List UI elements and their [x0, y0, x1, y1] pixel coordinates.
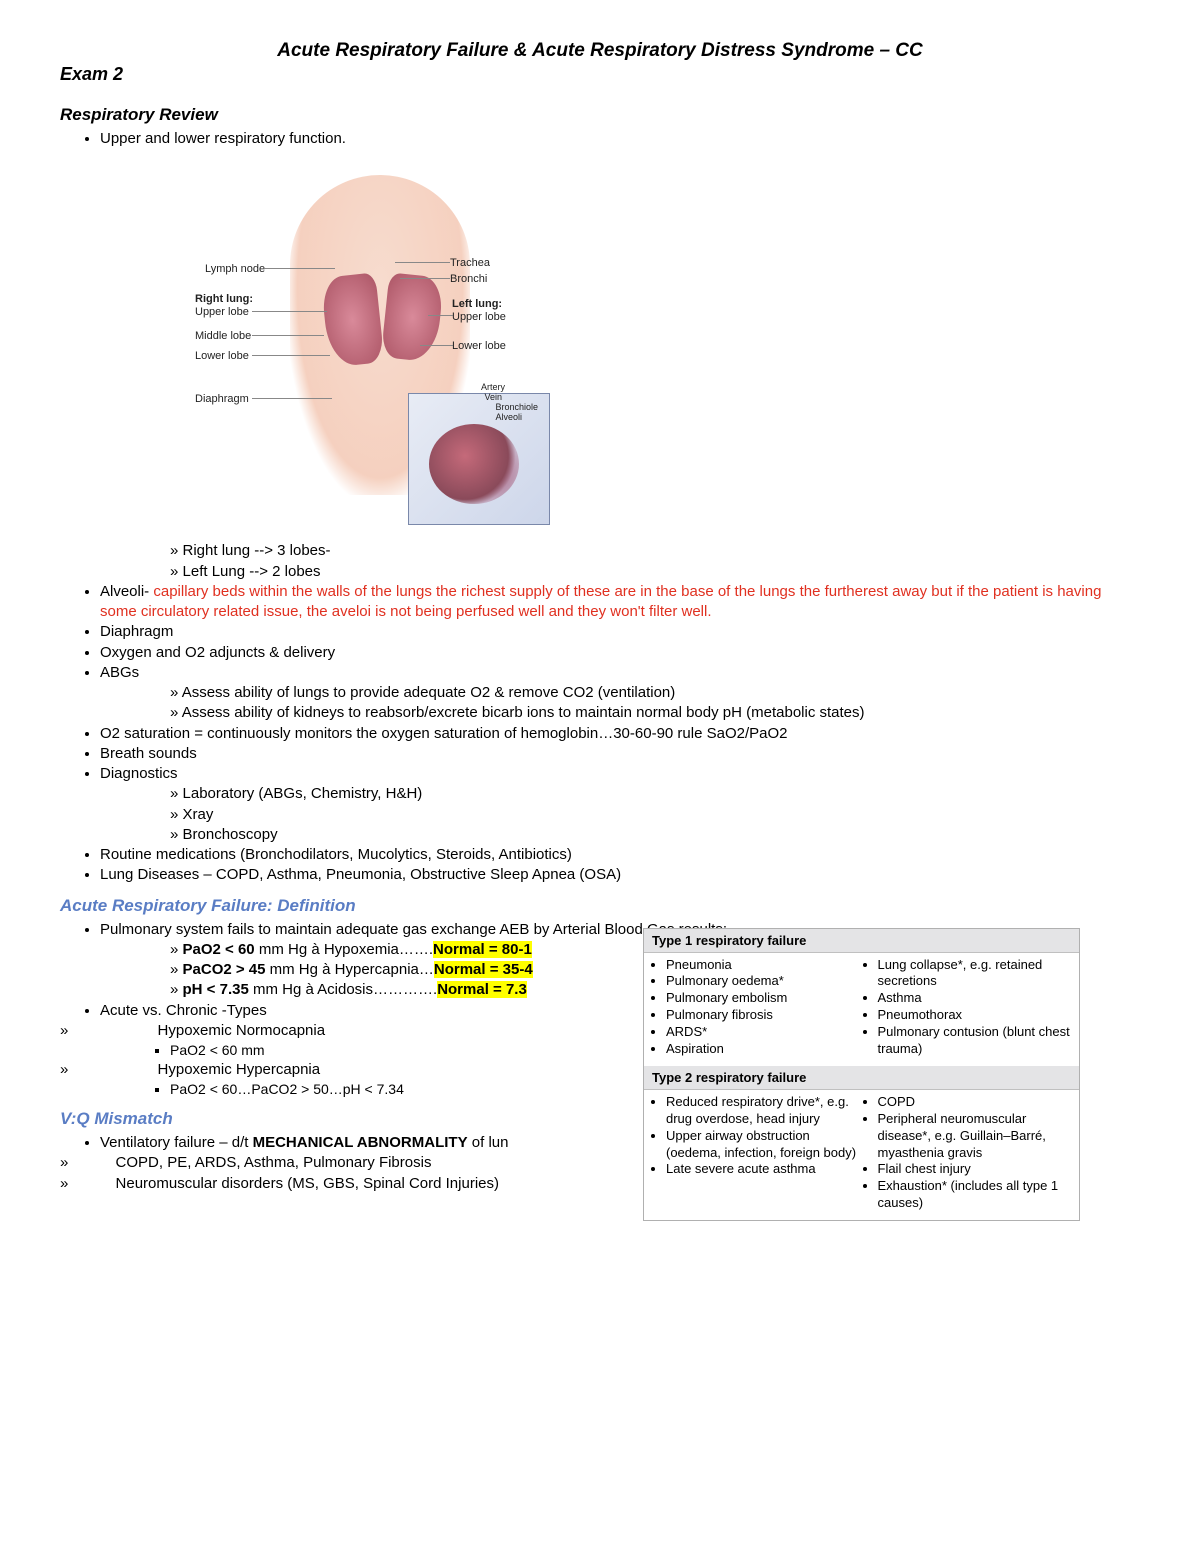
table-cell: Pulmonary fibrosis — [666, 1007, 862, 1024]
table-cell: Lung collapse*, e.g. retained secretions — [878, 957, 1074, 991]
section-resp-review: Respiratory Review — [60, 105, 1140, 125]
table-cell: Pulmonary oedema* — [666, 973, 862, 990]
sub-bullet: Xray — [170, 805, 1140, 825]
table-cell: Flail chest injury — [878, 1161, 1074, 1178]
sub-bullet: PaO2 < 60 mm Hg à Hypoxemia…….Normal = 8… — [170, 940, 700, 960]
table-cell: ARDS* — [666, 1024, 862, 1041]
fig-label: Left lung: — [452, 298, 502, 310]
table-cell: Pulmonary embolism — [666, 990, 862, 1007]
table-header: Type 2 respiratory failure — [644, 1066, 1079, 1090]
sub-bullet: PaCO2 > 45 mm Hg à Hypercapnia…Normal = … — [170, 960, 700, 980]
section-vq: V:Q Mismatch — [60, 1109, 700, 1129]
sub-sub-bullet: PaO2 < 60 mm — [170, 1041, 700, 1060]
exam-label: Exam 2 — [60, 64, 1140, 85]
table-cell: Peripheral neuromuscular disease*, e.g. … — [878, 1111, 1074, 1162]
doc-title: Acute Respiratory Failure & Acute Respir… — [60, 40, 1140, 62]
table-cell: Reduced respiratory drive*, e.g. drug ov… — [666, 1094, 862, 1128]
bullet: O2 saturation = continuously monitors th… — [100, 724, 1140, 744]
fig-label: Lower lobe — [195, 350, 249, 362]
sub-bullet: Assess ability of kidneys to reabsorb/ex… — [170, 703, 1140, 723]
bullet: Alveoli- capillary beds within the walls… — [100, 582, 1140, 623]
sub-bullet: Bronchoscopy — [170, 825, 1140, 845]
table-cell: Pneumonia — [666, 957, 862, 974]
sub-bullet: Left Lung --> 2 lobes — [170, 562, 1140, 582]
sub-bullet: Neuromuscular disorders (MS, GBS, Spinal… — [60, 1174, 700, 1194]
bullet: Acute vs. Chronic -Types — [100, 1001, 700, 1021]
fig-label: Trachea — [450, 257, 490, 269]
fig-label: Diaphragm — [195, 393, 249, 405]
bullet: Upper and lower respiratory function. — [100, 129, 1140, 149]
bullet: Breath sounds — [100, 744, 1140, 764]
bullet: Oxygen and O2 adjuncts & delivery — [100, 643, 1140, 663]
sub-bullet: Hypoxemic Hypercapnia — [60, 1060, 700, 1080]
sub-bullet: Hypoxemic Normocapnia — [60, 1021, 700, 1041]
bullet: ABGs — [100, 663, 1140, 683]
table-cell: Exhaustion* (includes all type 1 causes) — [878, 1178, 1074, 1212]
table-cell: Pneumothorax — [878, 1007, 1074, 1024]
fig-label: Alveoli — [495, 413, 522, 423]
fig-label: Right lung: — [195, 293, 253, 305]
sub-bullet: COPD, PE, ARDS, Asthma, Pulmonary Fibros… — [60, 1153, 700, 1173]
sub-bullet: Assess ability of lungs to provide adequ… — [170, 683, 1140, 703]
bullet: Diaphragm — [100, 622, 1140, 642]
fig-label: Lymph node — [205, 263, 265, 275]
sub-bullet: Laboratory (ABGs, Chemistry, H&H) — [170, 784, 1140, 804]
fig-label: Middle lobe — [195, 330, 251, 342]
sub-bullet: pH < 7.35 mm Hg à Acidosis………….Normal = … — [170, 980, 700, 1000]
anatomy-figure: Lymph node Trachea Bronchi Right lung: U… — [160, 155, 560, 535]
sub-bullet: Right lung --> 3 lobes- — [170, 541, 1140, 561]
table-cell: Asthma — [878, 990, 1074, 1007]
table-cell: Pulmonary contusion (blunt chest trauma) — [878, 1024, 1074, 1058]
bullet: Ventilatory failure – d/t MECHANICAL ABN… — [100, 1133, 700, 1153]
bullet: Diagnostics — [100, 764, 1140, 784]
section-arf-def: Acute Respiratory Failure: Definition — [60, 896, 1140, 916]
fig-label: Upper lobe — [452, 311, 506, 323]
table-cell: Late severe acute asthma — [666, 1161, 862, 1178]
sub-sub-bullet: PaO2 < 60…PaCO2 > 50…pH < 7.34 — [170, 1080, 700, 1099]
resp-failure-types-table: Type 1 respiratory failure PneumoniaPulm… — [643, 928, 1080, 1222]
fig-label: Bronchi — [450, 273, 487, 285]
bullet: Lung Diseases – COPD, Asthma, Pneumonia,… — [100, 865, 1140, 885]
bullet: Routine medications (Bronchodilators, Mu… — [100, 845, 1140, 865]
table-cell: Aspiration — [666, 1041, 862, 1058]
table-cell: COPD — [878, 1094, 1074, 1111]
fig-label: Upper lobe — [195, 306, 249, 318]
fig-label: Lower lobe — [452, 340, 506, 352]
table-cell: Upper airway obstruction (oedema, infect… — [666, 1128, 862, 1162]
table-header: Type 1 respiratory failure — [644, 929, 1079, 953]
